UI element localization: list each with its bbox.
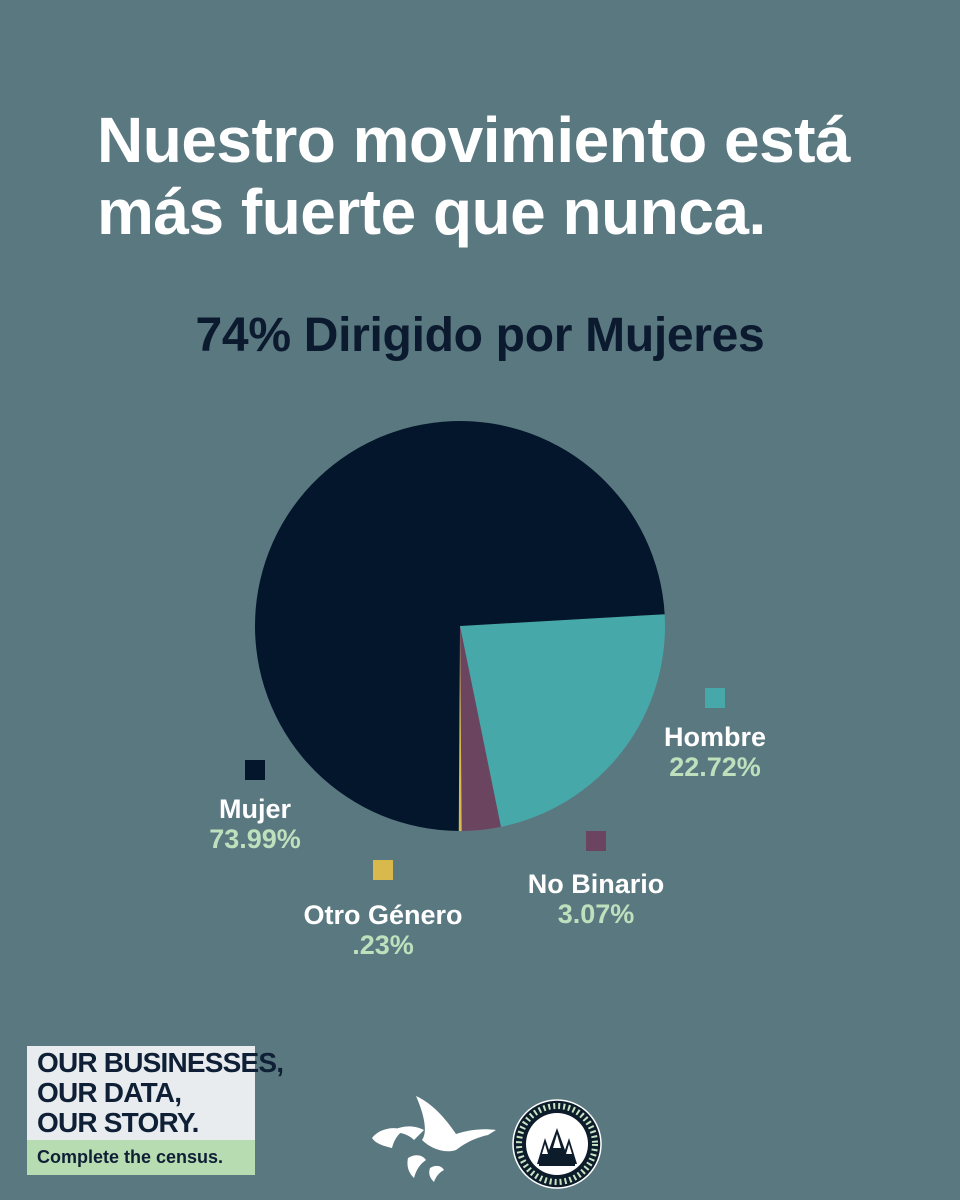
legend-item-otro-genero: Otro Género .23%	[273, 860, 493, 960]
census-badge-slogan: OUR BUSINESSES, OUR DATA, OUR STORY.	[27, 1046, 284, 1140]
legend-label-mujer: Mujer	[218, 794, 291, 824]
pie-slice-mujer	[255, 421, 665, 831]
legend-value-otro-genero: .23%	[352, 930, 414, 960]
legend-swatch-no-binario	[586, 831, 606, 851]
pie-slice-no-binario	[460, 626, 501, 831]
legend-label-otro-genero: Otro Género	[303, 900, 463, 930]
legend-item-hombre: Hombre 22.72%	[625, 688, 805, 782]
pie-slice-otro-g-nero	[458, 626, 462, 831]
census-badge-cta: Complete the census.	[27, 1140, 255, 1175]
legend-item-no-binario: No Binario 3.07%	[496, 831, 696, 929]
badge-line-3: OUR STORY.	[37, 1107, 199, 1138]
legend-swatch-otro-genero	[373, 860, 393, 880]
legend-swatch-hombre	[705, 688, 725, 708]
legend-value-no-binario: 3.07%	[557, 899, 635, 929]
headline: Nuestro movimiento está más fuerte que n…	[97, 104, 897, 248]
badge-line-1: OUR BUSINESSES,	[37, 1047, 284, 1078]
legend-swatch-mujer	[245, 760, 265, 780]
usfwc-seal-logo-icon	[512, 1099, 602, 1189]
legend-label-hombre: Hombre	[663, 722, 766, 752]
census-badge: OUR BUSINESSES, OUR DATA, OUR STORY. Com…	[27, 1046, 284, 1175]
flying-geese-logo-icon	[372, 1096, 496, 1182]
headline-line-2: más fuerte que nunca.	[97, 176, 766, 248]
legend-label-no-binario: No Binario	[527, 869, 665, 899]
legend-item-mujer: Mujer 73.99%	[165, 760, 345, 854]
pie-slices	[255, 421, 665, 831]
pie-slice-hombre	[460, 614, 665, 827]
badge-line-2: OUR DATA,	[37, 1077, 182, 1108]
headline-line-1: Nuestro movimiento está	[97, 104, 851, 176]
legend-value-hombre: 22.72%	[669, 752, 761, 782]
chart-title: 74% Dirigido por Mujeres	[195, 309, 765, 362]
legend-value-mujer: 73.99%	[209, 824, 301, 854]
